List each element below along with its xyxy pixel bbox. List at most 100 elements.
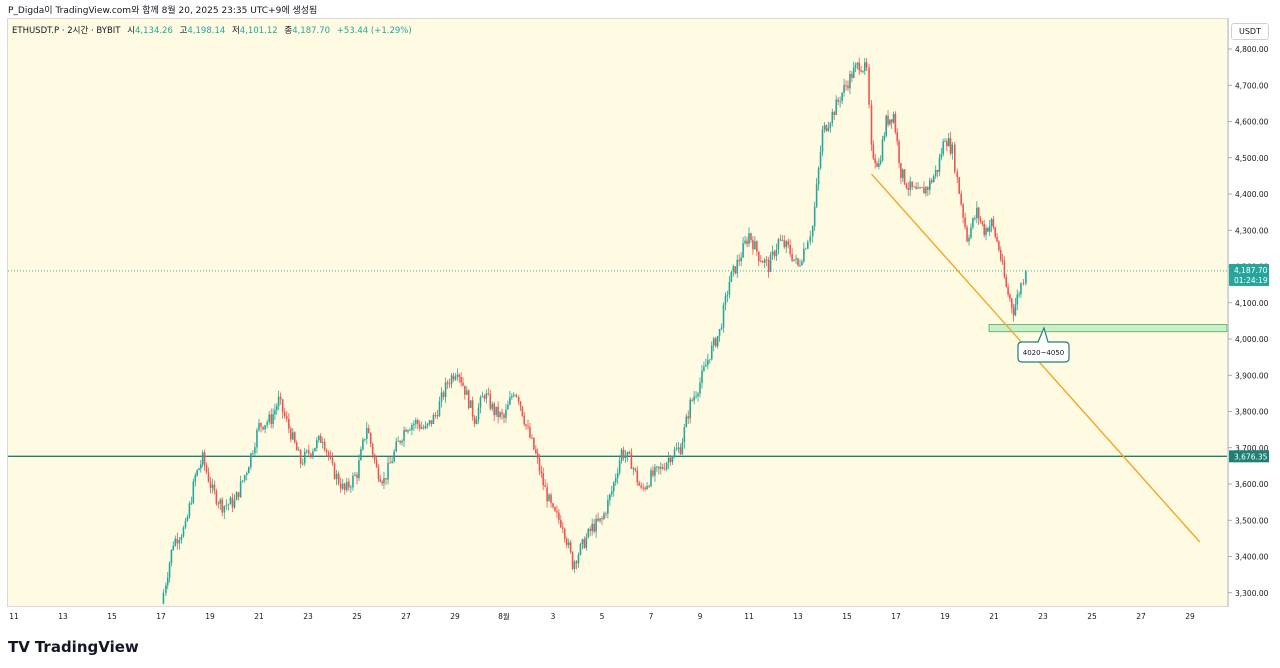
candle-body [878, 163, 880, 167]
candle-body [998, 241, 1000, 251]
candle-body [925, 187, 927, 194]
time-tick-label: 17 [156, 612, 166, 621]
hline-price-label: 3,676.35 [1234, 452, 1268, 461]
candle-body [835, 99, 838, 115]
candle-body [874, 158, 876, 164]
candle-body [677, 447, 680, 449]
candle-body [385, 478, 387, 480]
candle-body [942, 141, 944, 155]
candle-body [268, 414, 271, 422]
candle-body [858, 62, 861, 71]
candle-body [358, 460, 360, 479]
candle-body [988, 225, 991, 232]
candle-body [225, 505, 228, 506]
candle-body [562, 527, 564, 529]
candle-body [750, 233, 752, 241]
candle-body [618, 460, 621, 473]
candle-body [367, 428, 370, 434]
candle-body [626, 451, 629, 457]
candle-body [162, 592, 165, 604]
candle-body [215, 490, 218, 504]
time-tick-label: 19 [205, 612, 215, 621]
candle-body [977, 207, 980, 219]
candle-body [1009, 294, 1011, 299]
candle-body [279, 396, 282, 400]
candle-body [936, 169, 939, 172]
candle-body [243, 475, 246, 481]
time-tick-label: 29 [1185, 612, 1195, 621]
candle-body [907, 187, 910, 190]
candle-body [256, 429, 258, 448]
candle-body [979, 218, 982, 222]
candle-body [290, 428, 292, 440]
candle-body [1016, 294, 1019, 305]
candle-body [585, 537, 588, 548]
candle-body [182, 527, 185, 537]
candle-body [301, 463, 304, 465]
candle-body [712, 338, 715, 346]
zone-callout[interactable] [1017, 326, 1070, 363]
candle-body [188, 503, 191, 517]
candle-body [956, 171, 959, 178]
candle-body [464, 385, 466, 395]
chart-pane[interactable] [7, 18, 1228, 607]
candle-body [901, 169, 904, 178]
currency-button[interactable]: USDT [1231, 23, 1269, 40]
candle-body [972, 218, 974, 228]
candle-body [917, 187, 919, 189]
candle-body [440, 392, 443, 402]
candle-body [791, 253, 793, 261]
candle-body [765, 259, 768, 261]
candle-body [272, 414, 274, 424]
candle-body [661, 467, 664, 469]
candle-body [217, 503, 220, 505]
candle-body [759, 261, 762, 262]
candle-body [671, 456, 674, 462]
target-zone-rect[interactable] [988, 324, 1228, 333]
candle-body [493, 403, 495, 415]
candle-body [219, 499, 222, 504]
candle-body [233, 499, 236, 508]
price-scale[interactable] [1228, 18, 1273, 607]
candle-body [628, 451, 631, 454]
candle-body [944, 141, 946, 143]
candle-body [990, 219, 993, 226]
candle-body [652, 470, 654, 476]
candle-body [456, 374, 459, 377]
candle-body [491, 403, 494, 409]
candle-body [695, 396, 697, 397]
candle-body [575, 561, 578, 564]
time-scale[interactable] [7, 607, 1228, 627]
candle-body [632, 468, 635, 470]
candle-body [319, 435, 322, 443]
time-tick-label: 25 [1087, 612, 1097, 621]
candle-body [303, 451, 306, 464]
candle-body [409, 429, 411, 431]
candle-body [563, 528, 566, 539]
candle-body [339, 483, 342, 489]
candle-body [746, 240, 748, 244]
candle-body [992, 219, 995, 228]
candle-body [614, 478, 617, 483]
candle-body [577, 554, 580, 564]
candle-body [252, 453, 254, 454]
candle-body [485, 393, 488, 399]
candle-body [416, 420, 419, 425]
candle-body [996, 236, 998, 242]
candle-body [795, 258, 797, 260]
candle-body [571, 552, 574, 569]
time-tick-label: 13 [58, 612, 68, 621]
candle-body [223, 505, 226, 513]
candle-body [896, 132, 899, 142]
candle-body [949, 138, 952, 154]
candle-body [260, 423, 262, 427]
candle-body [565, 538, 568, 546]
candle-body [752, 240, 754, 250]
candle-body [362, 439, 364, 450]
candle-body [205, 465, 208, 473]
candle-body [364, 438, 366, 440]
candle-body [811, 226, 814, 237]
candle-body [454, 376, 457, 380]
candle-body [909, 181, 912, 190]
candle-body [870, 104, 873, 145]
